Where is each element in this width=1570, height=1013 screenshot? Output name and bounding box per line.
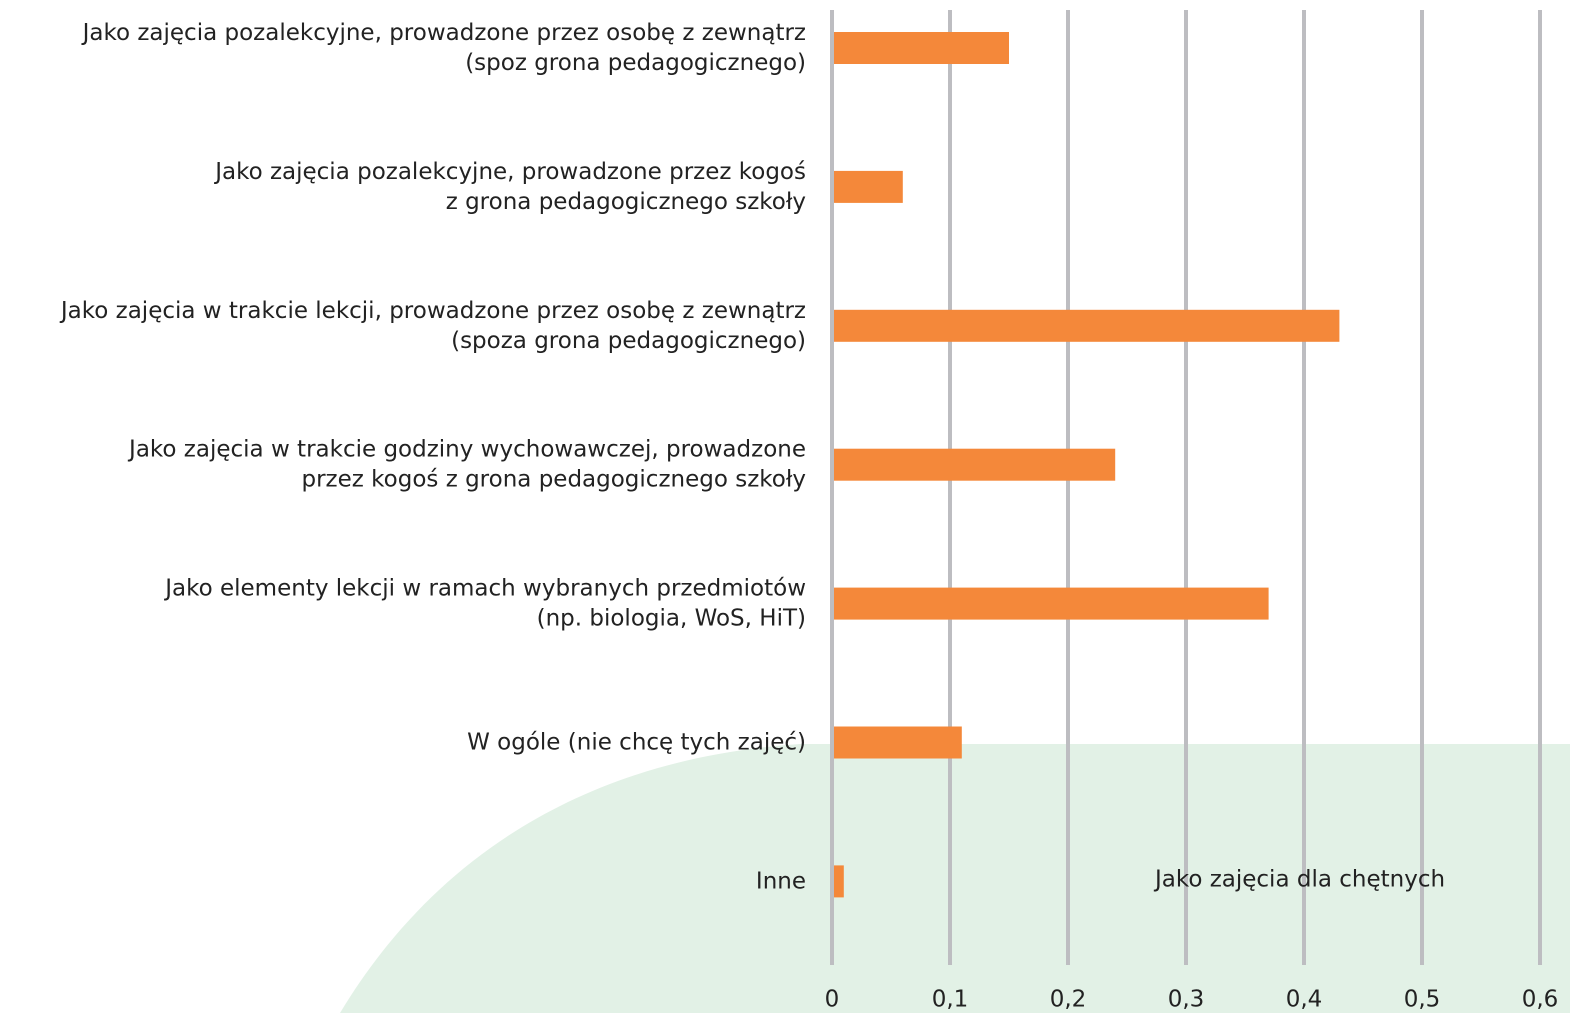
label-line: Jako zajęcia pozalekcyjne, prowadzone pr… [81, 20, 806, 46]
label-line: (spoz grona pedagogicznego) [465, 50, 806, 76]
label-line: Jako elementy lekcji w ramach wybranych … [163, 575, 806, 601]
label-line: Jako zajęcia w trakcie lekcji, prowadzon… [59, 297, 806, 323]
y-tick-label: Jako elementy lekcji w ramach wybranych … [163, 575, 806, 631]
bar [834, 309, 1340, 342]
label-line: (np. biologia, WoS, HiT) [537, 605, 806, 631]
label-line: z grona pedagogicznego szkoły [446, 188, 806, 214]
x-tick-label: 0,1 [932, 987, 969, 1013]
label-line: Jako zajęcia w trakcie godziny wychowawc… [127, 436, 806, 462]
bar [834, 865, 844, 898]
bar [834, 448, 1116, 481]
label-line: przez kogoś z grona pedagogicznego szkoł… [302, 466, 807, 492]
label-line: W ogóle (nie chcę tych zajęć) [467, 729, 806, 755]
bar [834, 170, 903, 203]
x-tick-label: 0,4 [1286, 987, 1323, 1013]
bar [834, 587, 1269, 620]
y-tick-label: W ogóle (nie chcę tych zajęć) [467, 729, 806, 755]
label-line: Inne [756, 868, 806, 894]
label-line: (spoza grona pedagogicznego) [451, 327, 806, 353]
x-tick-label: 0,6 [1522, 987, 1559, 1013]
y-tick-label: Jako zajęcia pozalekcyjne, prowadzone pr… [213, 158, 806, 214]
y-tick-label: Inne [756, 868, 806, 894]
y-tick-label: Jako zajęcia w trakcie godziny wychowawc… [127, 436, 806, 492]
y-tick-label: Jako zajęcia w trakcie lekcji, prowadzon… [59, 297, 806, 353]
x-tick-label: 0,3 [1168, 987, 1205, 1013]
x-tick-label: 0,2 [1050, 987, 1087, 1013]
y-tick-label: Jako zajęcia pozalekcyjne, prowadzone pr… [81, 20, 806, 76]
x-tick-label: 0 [825, 987, 840, 1013]
bar [834, 726, 962, 759]
background-shape [340, 744, 1570, 1013]
label-line: Jako zajęcia pozalekcyjne, prowadzone pr… [213, 158, 806, 184]
x-tick-label: 0,5 [1404, 987, 1441, 1013]
bar [834, 32, 1009, 64]
annotation: Jako zajęcia dla chętnych [1153, 867, 1445, 893]
grid [830, 10, 1542, 965]
marks [834, 32, 1340, 898]
